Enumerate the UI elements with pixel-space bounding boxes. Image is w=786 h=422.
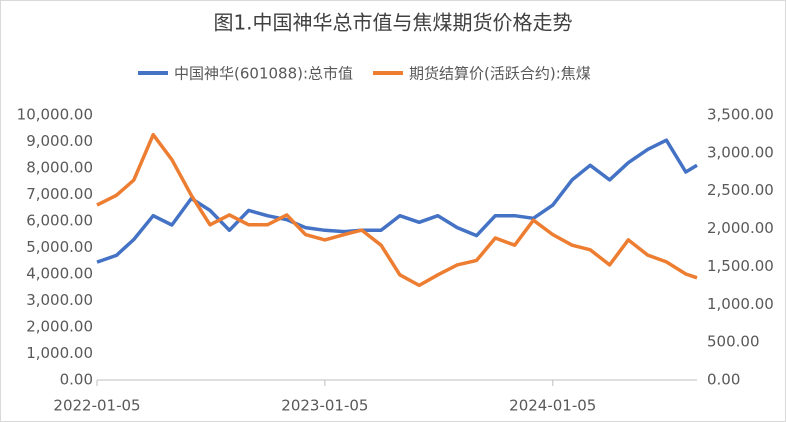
y2-tick-label: 3,000.00 — [707, 143, 774, 161]
y2-tick-label: 1,000.00 — [707, 295, 774, 313]
y-tick-label: 5,000.00 — [26, 238, 93, 256]
y-tick-label: 6,000.00 — [26, 212, 93, 230]
y2-tick-label: 2,000.00 — [707, 219, 774, 237]
series-line — [96, 132, 698, 288]
y-tick-label: 9,000.00 — [26, 132, 93, 150]
y-tick-label: 2,000.00 — [26, 318, 93, 336]
y-tick-label: 8,000.00 — [26, 159, 93, 177]
x-tick-label: 2024-01-05 — [509, 397, 596, 415]
y2-tick-label: 1,500.00 — [707, 257, 774, 275]
y-tick-label: 1,000.00 — [26, 344, 93, 362]
legend-label: 期货结算价(活跃合约):焦煤 — [409, 65, 591, 83]
legend-label: 中国神华(601088):总市值 — [174, 65, 353, 83]
y-tick-label: 7,000.00 — [26, 185, 93, 203]
y-tick-label: 10,000.00 — [17, 106, 93, 124]
y-tick-label: 0.00 — [60, 371, 93, 389]
y-tick-label: 3,000.00 — [26, 291, 93, 309]
y2-tick-label: 2,500.00 — [707, 181, 774, 199]
x-tick-label: 2022-01-05 — [53, 397, 140, 415]
y2-tick-label: 3,500.00 — [707, 106, 774, 124]
y2-tick-label: 500.00 — [707, 333, 760, 351]
x-tick-label: 2023-01-05 — [281, 397, 368, 415]
chart-title: 图1.中国神华总市值与焦煤期货价格走势 — [213, 11, 572, 35]
y-tick-label: 4,000.00 — [26, 265, 93, 283]
y2-tick-label: 0.00 — [707, 371, 740, 389]
